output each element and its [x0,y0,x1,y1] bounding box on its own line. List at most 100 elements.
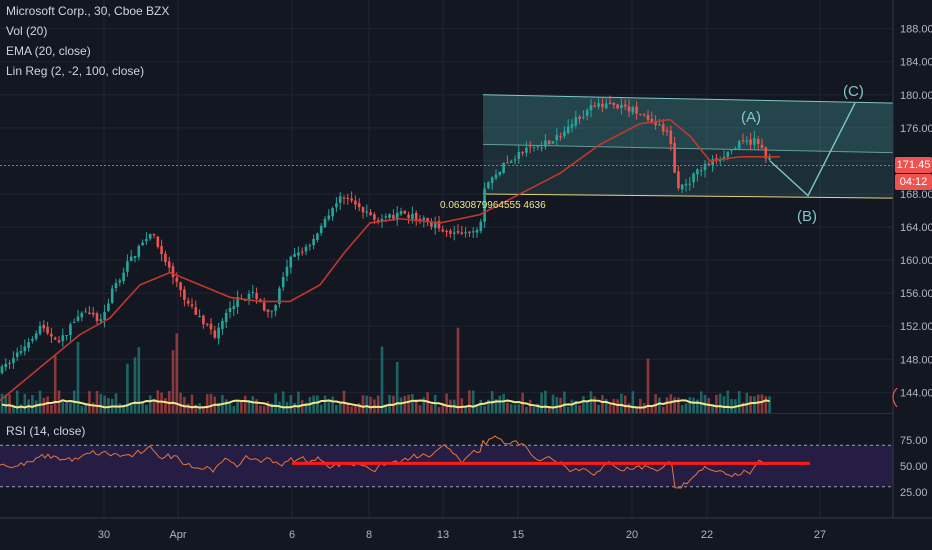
candle-body [95,313,99,321]
candle-body [494,174,498,179]
candle-body [19,350,23,353]
volume-bar [445,393,448,413]
candle-body [380,218,384,222]
candle-body [224,312,228,322]
candle-body [445,231,448,233]
volume-bar [251,396,255,413]
price-axis[interactable] [893,0,932,518]
volume-bar [152,401,156,413]
volume-bar [756,394,760,413]
candle-body [433,221,437,229]
candle-body [506,162,509,164]
candle-body [186,300,190,304]
candle-body [418,219,422,221]
candle-body [247,293,251,300]
time-tick-label: 13 [437,529,449,541]
rsi-band [0,445,893,487]
candle-body [31,338,34,341]
candle-body [570,124,574,128]
pane-divider[interactable] [0,413,893,414]
time-axis[interactable] [0,518,932,550]
linreg-legend[interactable]: Lin Reg (2, -2, 100, close) [6,64,145,78]
candle-body [566,126,570,133]
candle-body [376,220,380,222]
rsi-legend[interactable]: RSI (14, close) [6,424,86,438]
volume-bar [65,402,68,413]
rsi-tick-label: 50.00 [900,461,928,473]
candle-body [217,327,220,339]
candle-body [335,203,338,208]
volume-bar [53,355,57,413]
candle-body [582,116,585,118]
candle-body [107,303,110,311]
candle-body [148,233,152,239]
volume-bar [167,391,171,413]
candle-body [346,197,350,199]
volume-legend[interactable]: Vol (20) [6,24,48,38]
volume-bar [525,406,528,413]
candle-body [228,307,232,313]
candle-body [707,163,711,165]
volume-bar [0,393,4,413]
volume-bar [137,347,141,413]
candle-body [198,316,201,318]
volume-bar [471,390,475,413]
candle-body [304,246,308,252]
candle-body [547,140,551,145]
volume-bar [422,397,426,413]
candle-body [498,171,502,175]
countdown-tag: 04:12 [895,174,932,191]
candle-body [403,210,407,214]
volume-bar [407,394,410,413]
time-tick-label: Apr [169,529,186,541]
volume-bar [190,394,194,413]
candle-body [312,238,315,246]
volume-bar [160,392,163,413]
volume-bar [365,395,369,413]
volume-bar [544,390,547,413]
regression-channel [482,94,894,199]
candle-body [300,251,304,253]
volume-bar [540,392,543,413]
candle-body [323,218,327,228]
time-tick-label: 27 [814,529,826,541]
wave-projection-line[interactable] [769,102,856,197]
volume-bar [528,399,532,413]
volume-bar [563,391,566,413]
candle-body [84,311,87,313]
volume-bar [688,397,692,413]
candle-body [133,255,137,258]
volume-bar [122,405,125,413]
wave-label-a[interactable]: (A) [741,109,761,126]
volume-bar [699,391,703,413]
volume-bar [354,406,357,413]
price-tick-label: 152.00 [900,321,932,333]
candle-body [190,304,194,307]
volume-bar [745,392,749,413]
volume-bar [604,398,608,413]
wave-label-c[interactable]: (C) [843,83,864,100]
volume-bar [650,406,654,413]
candle-body [768,157,771,160]
candle-body [278,288,281,305]
volume-bar [99,393,103,413]
volume-bar [574,400,578,413]
candle-body [521,152,524,154]
volume-bar [570,399,574,413]
scroll-marker-icon[interactable] [892,387,898,408]
volume-bar [502,393,505,413]
symbol-legend[interactable]: Microsoft Corp., 30, Cboe BZX [6,4,170,18]
price-tick-label: 148.00 [900,354,932,366]
candle-body [684,184,688,186]
candle-body [764,147,768,159]
candle-body [623,104,627,107]
wave-label-b[interactable]: (B) [797,208,817,225]
candle-body [688,183,692,185]
ema-legend[interactable]: EMA (20, close) [6,44,91,58]
volume-bar [243,395,247,413]
time-tick-label: 15 [512,529,524,541]
candle-body [357,203,361,208]
candle-body [726,151,730,158]
candle-body [53,337,57,340]
